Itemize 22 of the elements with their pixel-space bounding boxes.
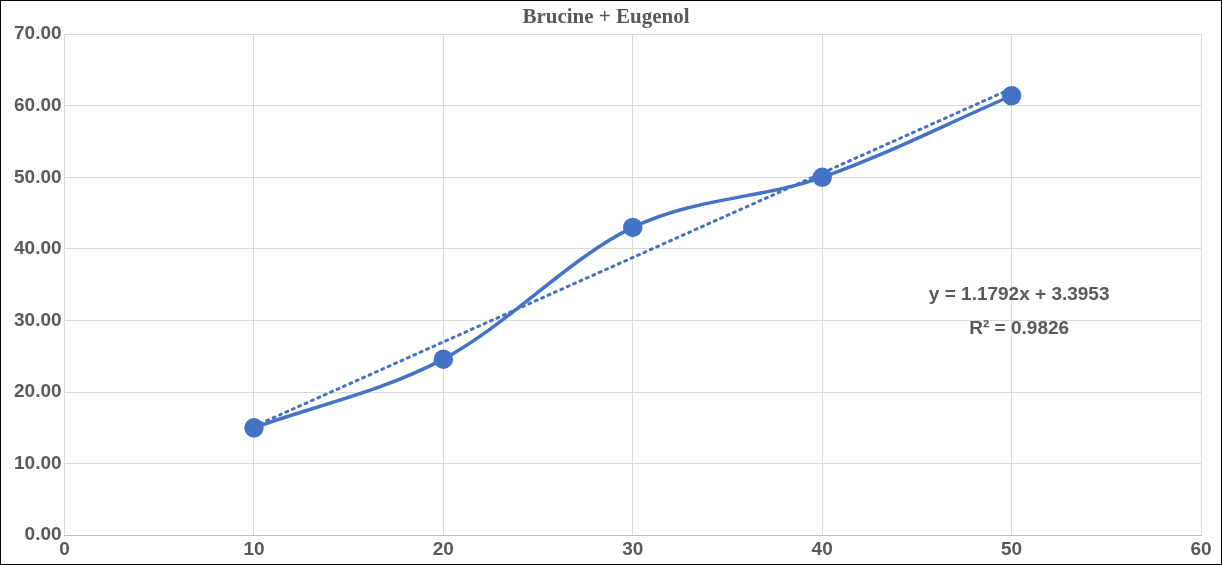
y-tick-label: 70.00 [14, 22, 62, 44]
annotation: R² = 0.9826 [969, 316, 1070, 338]
point [623, 217, 643, 238]
x-tick-label: 0 [59, 537, 70, 559]
chart-title: Brucine + Eugenol [522, 4, 690, 29]
y-tick-label: 10.00 [14, 451, 62, 473]
x-tick-label: 30 [622, 537, 644, 559]
y-tick-label: 60.00 [14, 94, 62, 116]
y-tick-label: 50.00 [14, 165, 62, 187]
point [1001, 86, 1022, 106]
y-tick-label: 30.00 [14, 308, 62, 330]
x-tick-label: 10 [243, 537, 265, 559]
point [812, 167, 832, 188]
x-tick-label: 20 [432, 537, 454, 559]
x-tick-label: 40 [811, 537, 833, 559]
point [244, 418, 264, 438]
y-tick-label: 40.00 [14, 237, 62, 259]
annotation: y = 1.1792x + 3.3953 [928, 282, 1110, 304]
x-tick-label: 50 [1001, 537, 1023, 559]
x-tick-label: 60 [1190, 537, 1212, 559]
y-tick-label: 20.00 [14, 380, 62, 402]
point [433, 349, 454, 369]
